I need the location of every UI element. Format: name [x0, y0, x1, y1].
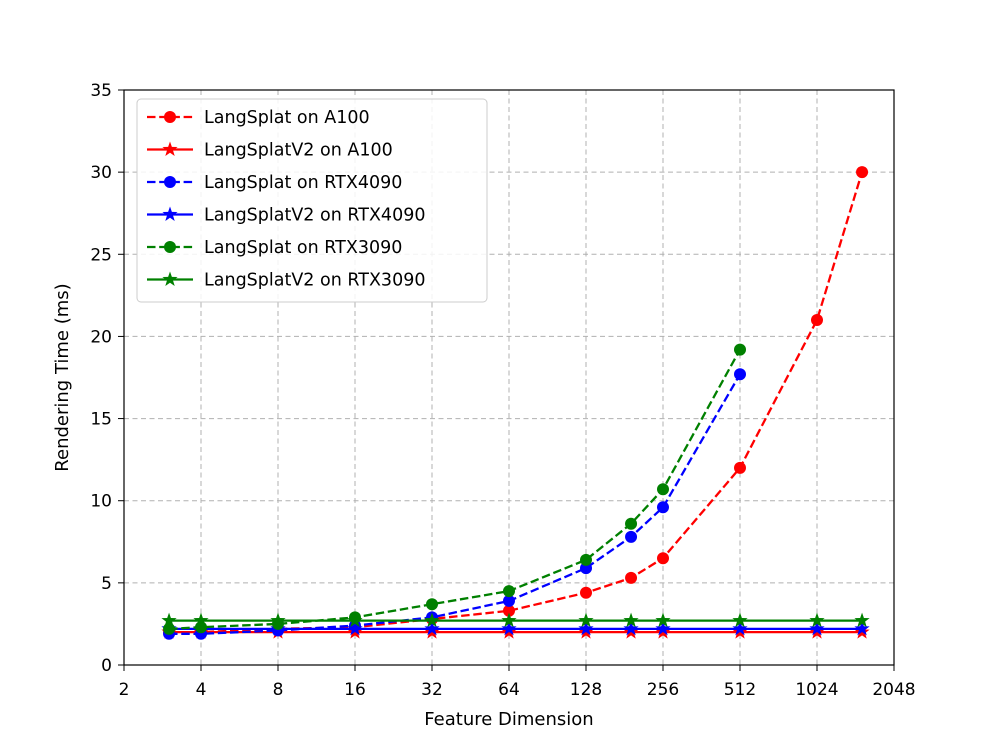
data-point	[732, 620, 748, 636]
legend-entry: LangSplatV2 on RTX4090	[147, 206, 425, 226]
data-point	[732, 612, 748, 628]
data-point	[501, 612, 517, 628]
data-point	[854, 620, 870, 636]
data-point	[580, 562, 592, 575]
data-point	[580, 553, 592, 566]
y-tick-label: 20	[90, 327, 112, 347]
x-tick-label: 2048	[872, 680, 915, 700]
legend-entry: LangSplatV2 on RTX3090	[147, 271, 425, 291]
data-point	[809, 612, 825, 628]
data-point	[734, 368, 746, 381]
data-point	[657, 483, 669, 496]
data-point	[854, 612, 870, 628]
legend-label: LangSplat on RTX4090	[204, 173, 402, 193]
x-tick-label: 512	[724, 680, 756, 700]
x-tick-label: 64	[498, 680, 520, 700]
data-point	[734, 461, 746, 474]
legend-label: LangSplatV2 on RTX4090	[204, 206, 425, 226]
x-tick-label: 256	[647, 680, 679, 700]
y-tick-label: 10	[90, 492, 112, 512]
data-point	[809, 620, 825, 636]
data-point	[655, 620, 671, 636]
data-point	[503, 594, 515, 607]
legend-label: LangSplat on RTX3090	[204, 238, 402, 258]
x-tick-label: 2	[119, 680, 130, 700]
data-point	[657, 501, 669, 514]
axis-ticks: 2 4 8 16 32 64 128 256 512 1024 2048 0 5 10 15 20 25 30 35	[90, 81, 915, 700]
legend-marker	[164, 111, 176, 123]
legend-entry: LangSplat on A100	[147, 108, 370, 128]
legend-entry: LangSplat on RTX4090	[147, 173, 402, 193]
data-point	[734, 343, 746, 356]
legend-label: LangSplatV2 on A100	[204, 141, 393, 161]
data-point	[161, 612, 177, 628]
x-tick-label: 4	[196, 680, 207, 700]
legend: LangSplat on A100 LangSplatV2 on A100 Lang…	[136, 98, 488, 303]
data-point	[347, 612, 363, 628]
data-point	[503, 604, 515, 617]
data-point	[424, 612, 440, 628]
data-point	[270, 612, 286, 628]
series-line	[169, 373, 741, 635]
legend-marker	[164, 241, 176, 253]
data-point	[625, 530, 638, 543]
legend-label: LangSplat on A100	[204, 108, 370, 128]
series-line	[168, 349, 742, 631]
legend-label: LangSplatV2 on RTX3090	[204, 271, 425, 291]
x-tick-label: 8	[273, 680, 284, 700]
legend-marker	[162, 206, 178, 221]
data-point	[811, 314, 823, 326]
x-tick-label: 128	[570, 680, 602, 700]
legend-marker	[162, 141, 178, 156]
data-point	[578, 612, 594, 628]
x-axis-label: Feature Dimension	[424, 709, 593, 730]
data-point	[163, 622, 176, 635]
data-point	[578, 620, 594, 636]
series-3	[161, 620, 870, 636]
data-point	[193, 612, 209, 628]
data-point	[424, 620, 440, 636]
y-tick-label: 25	[90, 245, 112, 265]
y-tick-label: 0	[101, 656, 112, 676]
data-point	[623, 612, 639, 628]
data-point	[625, 571, 638, 584]
data-point	[655, 612, 671, 628]
x-tick-label: 16	[344, 680, 366, 700]
data-point	[347, 620, 363, 636]
legend-entry: LangSplat on RTX3090	[147, 238, 402, 258]
y-tick-label: 5	[101, 574, 112, 594]
data-point	[623, 620, 639, 636]
series-layer	[161, 166, 870, 640]
data-point	[856, 166, 869, 179]
data-point	[426, 598, 438, 611]
legend-box	[136, 98, 488, 303]
y-axis-label: Rendering Time (ms)	[52, 283, 73, 471]
legend-entry: LangSplatV2 on A100	[147, 141, 393, 161]
data-point	[580, 586, 592, 599]
x-tick-label: 1024	[795, 680, 838, 700]
series-line	[169, 171, 864, 634]
y-tick-label: 30	[90, 163, 112, 183]
data-point	[503, 585, 515, 598]
legend-marker	[164, 176, 176, 188]
y-tick-label: 15	[90, 410, 112, 430]
series-5	[161, 612, 870, 628]
data-point	[625, 517, 638, 530]
x-tick-label: 32	[421, 680, 443, 700]
data-point	[501, 620, 517, 636]
legend-marker	[162, 271, 178, 286]
data-point	[657, 552, 669, 565]
y-tick-label: 35	[90, 81, 112, 101]
